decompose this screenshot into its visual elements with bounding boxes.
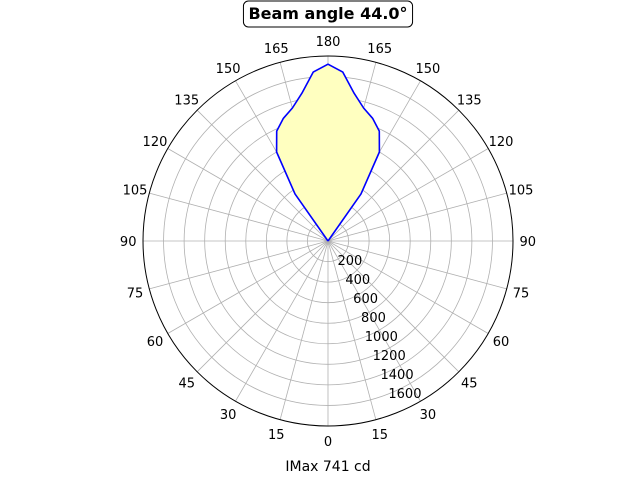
angular-gridline (327, 240, 460, 373)
radial-tick-label: 1200 (373, 349, 406, 364)
chart-title-text: Beam angle 44.0° (248, 4, 407, 23)
angular-gridline (327, 240, 489, 334)
angle-tick-label: 165 (367, 42, 392, 57)
angular-gridline (235, 240, 329, 402)
angular-gridline (167, 240, 329, 334)
angle-tick-label: 75 (513, 287, 530, 302)
angle-tick-label: 0 (324, 435, 332, 450)
title-box (242, 0, 414, 28)
angle-tick-label: 135 (457, 94, 482, 109)
x-axis-label: IMax 741 cd (285, 459, 370, 475)
angular-gridline (279, 240, 329, 420)
angle-tick-label: 60 (493, 335, 510, 350)
polar-frame (142, 55, 514, 427)
radial-tick-labels: 200 400 600 800 1000 1200 1400 1600 (337, 254, 421, 402)
series-layer (275, 63, 381, 242)
angle-tick-label: 180 (316, 35, 341, 50)
angle-tick-label: 120 (489, 135, 514, 150)
angle-tick-label: 30 (220, 408, 237, 423)
angle-tick-label: 60 (147, 335, 164, 350)
radial-tick-label: 400 (345, 273, 370, 288)
angular-gridline (196, 240, 329, 373)
radial-tick-label: 1400 (381, 368, 414, 383)
angle-tick-label: 165 (264, 42, 289, 57)
angle-tick-label: 90 (120, 235, 137, 250)
angular-gridline (196, 109, 329, 242)
angular-gridline (327, 240, 507, 290)
angular-gridline (327, 148, 489, 242)
radial-tick-label: 600 (353, 292, 378, 307)
angular-gridline (327, 109, 460, 242)
angle-tick-label: 30 (420, 408, 437, 423)
chart-title: Beam angle 44.0° (242, 0, 414, 28)
radial-tick-label: 1600 (388, 387, 421, 402)
series-line (275, 63, 381, 242)
angle-tick-label: 45 (178, 376, 195, 391)
angular-gridline (149, 192, 329, 242)
angle-tick-label: 135 (174, 94, 199, 109)
angular-gridline (327, 240, 377, 420)
angle-tick-labels: 0 15 30 45 60 75 90 105 120 135 150 165 180 165 150 135… (120, 35, 536, 450)
angle-tick-label: 15 (371, 428, 388, 443)
radial-tick-label: 1000 (365, 330, 398, 345)
angular-gridline (327, 240, 421, 402)
angular-gridline (149, 240, 329, 290)
angle-tick-label: 105 (509, 183, 534, 198)
angle-tick-label: 150 (216, 62, 241, 77)
series-fill (276, 64, 380, 241)
angle-tick-label: 105 (123, 183, 148, 198)
angular-gridline (327, 192, 507, 242)
angle-tick-label: 120 (143, 135, 168, 150)
angle-tick-label: 90 (520, 235, 537, 250)
angle-tick-label: 15 (268, 428, 285, 443)
angle-tick-label: 150 (415, 62, 440, 77)
angle-tick-label: 75 (127, 287, 144, 302)
radial-tick-label: 200 (337, 254, 362, 269)
radial-tick-label: 800 (361, 311, 386, 326)
angle-tick-label: 45 (461, 376, 478, 391)
angular-gridline (167, 148, 329, 242)
